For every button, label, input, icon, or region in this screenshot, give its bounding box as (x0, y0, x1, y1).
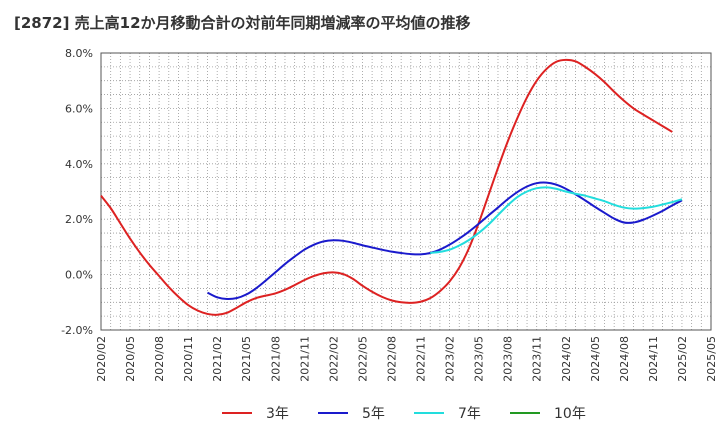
plot-border (100, 52, 712, 331)
x-tick-label: 2022/11 (415, 336, 428, 382)
x-tick-label: 2023/08 (502, 336, 515, 382)
x-tick-label: 2025/05 (705, 336, 718, 382)
series-line-7年 (430, 186, 683, 254)
x-tick-label: 2020/11 (182, 336, 195, 382)
x-tick-label: 2021/05 (240, 336, 253, 382)
legend-label: 3年 (266, 406, 289, 422)
x-tick-label: 2024/05 (589, 336, 602, 382)
x-tick-label: 2021/02 (211, 336, 224, 382)
y-tick-label: 8.0% (65, 47, 93, 60)
x-tick-label: 2022/05 (356, 336, 369, 382)
x-tick-label: 2023/02 (444, 336, 457, 382)
y-tick-label: 6.0% (65, 102, 93, 115)
x-tick-label: 2022/02 (327, 336, 340, 382)
legend: 3年 5年 7年 10年 (222, 406, 586, 422)
x-tick-label: 2020/08 (153, 336, 166, 382)
y-tick-label: 4.0% (65, 158, 93, 171)
x-axis: 2020/02 2020/05 2020/08 2020/11 2021/02 2021/… (95, 336, 718, 382)
legend-label: 7年 (458, 406, 481, 422)
chart-title: [2872] 売上高12か月移動合計の対前年同期増減率の平均値の推移 (14, 14, 471, 32)
x-tick-label: 2021/11 (298, 336, 311, 382)
x-tick-label: 2020/02 (95, 336, 108, 382)
y-axis: 8.0% 6.0% 4.0% 2.0% 0.0% -2.0% (61, 47, 93, 337)
series-line-3年 (100, 58, 673, 316)
y-tick-label: 0.0% (65, 269, 93, 282)
x-tick-label: 2021/08 (269, 336, 282, 382)
x-tick-label: 2024/11 (647, 336, 660, 382)
x-tick-label: 2024/02 (560, 336, 573, 382)
y-tick-label: 2.0% (65, 213, 93, 226)
x-tick-label: 2020/05 (124, 336, 137, 382)
legend-label: 10年 (554, 406, 586, 422)
legend-label: 5年 (362, 406, 385, 422)
grid-layer (101, 52, 711, 330)
series-line-5年 (207, 181, 683, 301)
x-tick-label: 2022/08 (385, 336, 398, 382)
series-layer (100, 58, 683, 316)
x-tick-label: 2023/11 (531, 336, 544, 382)
x-tick-label: 2023/05 (473, 336, 486, 382)
x-tick-label: 2024/08 (618, 336, 631, 382)
x-tick-label: 2025/02 (676, 336, 689, 382)
y-tick-label: -2.0% (61, 324, 93, 337)
